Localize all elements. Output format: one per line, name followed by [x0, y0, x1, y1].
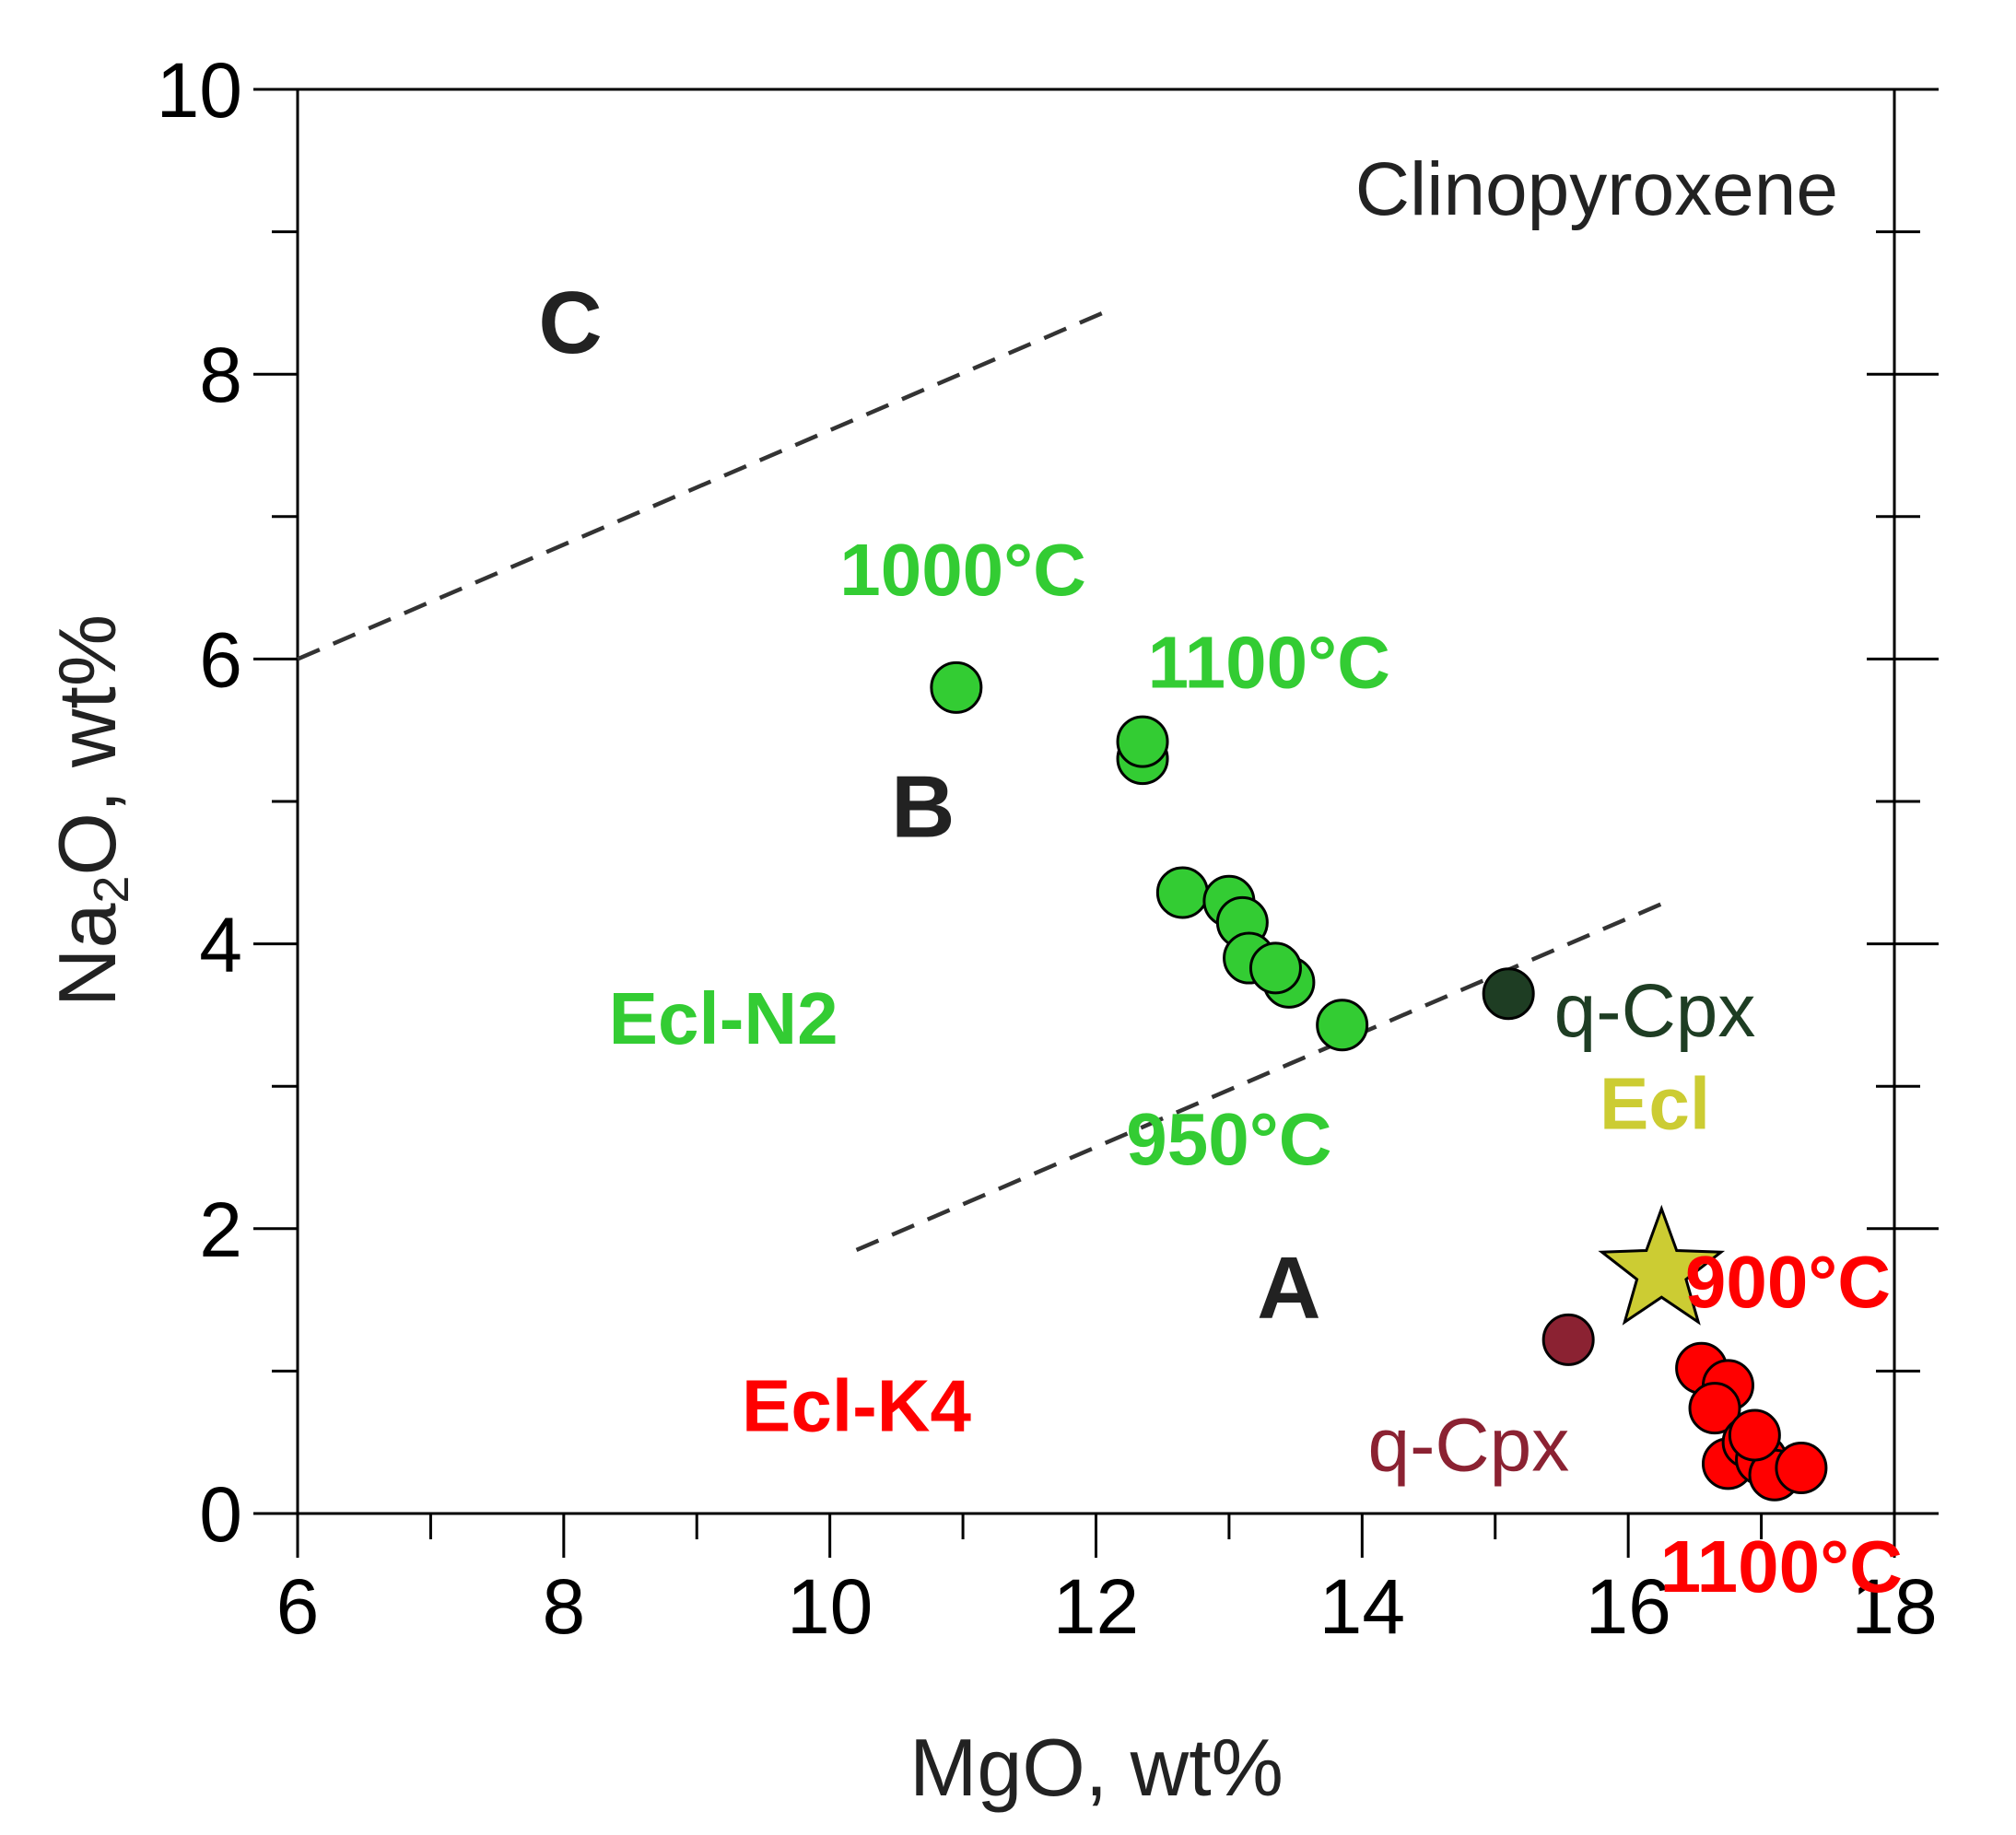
star-point [1598, 1204, 1726, 1326]
y-tick-label: 2 [199, 1186, 242, 1273]
scatter-point [1155, 866, 1209, 919]
x-tick-label: 12 [1053, 1563, 1139, 1650]
y-tick-label: 8 [199, 332, 242, 418]
annotation-label: 1100°C [1660, 1525, 1903, 1607]
x-axis-title: MgO, wt% [909, 1722, 1283, 1813]
scatter-point [1541, 1313, 1595, 1366]
x-tick-label: 6 [276, 1563, 320, 1650]
y-tick-label: 0 [199, 1471, 242, 1558]
y-tick-label: 10 [157, 47, 242, 134]
annotation-label: 1000°C [839, 529, 1086, 611]
region-label: C [538, 274, 602, 372]
annotation-label: Ecl-K4 [742, 1364, 971, 1446]
annotation-label: 1100°C [1148, 621, 1390, 703]
scatter-point [1248, 941, 1302, 995]
y-axis-title-main: Na [41, 904, 133, 1008]
annotation-label: q-Cpx [1554, 969, 1756, 1053]
chart-labels: C B A 1000°C 1100°C Ecl-N2 950°C q-Cpx Ecl 900°C E… [538, 274, 1903, 1607]
region-label: B [891, 758, 955, 857]
scatter-point [1775, 1442, 1828, 1495]
annotation-label: q-Cpx [1367, 1404, 1569, 1488]
boundary-line [855, 899, 1670, 1253]
annotation-label: 950°C [1126, 1098, 1331, 1180]
x-tick-label: 10 [787, 1563, 873, 1650]
region-label: A [1257, 1239, 1320, 1338]
x-tick-label: 16 [1585, 1563, 1670, 1650]
annotation-label: Ecl-N2 [609, 977, 838, 1059]
x-tick-label: 18 [1851, 1563, 1937, 1650]
region-boundaries [297, 308, 1670, 1253]
data-points [930, 660, 1828, 1502]
scatter-point [1728, 1408, 1781, 1462]
axis-ticks: 6 8 10 12 14 16 18 0 2 4 6 8 10 [157, 47, 1939, 1650]
scatter-point [1482, 967, 1535, 1021]
boundary-line [297, 308, 1110, 661]
chart-title: Clinopyroxene [1355, 147, 1838, 231]
x-tick-label: 14 [1319, 1563, 1405, 1650]
y-axis-title-sub: 2 [84, 876, 139, 904]
scatter-point [1116, 715, 1169, 768]
annotation-label: 900°C [1685, 1241, 1891, 1323]
y-tick-label: 4 [199, 902, 242, 988]
scatter-point [1316, 999, 1369, 1052]
y-axis-title: Na2O, wt% [41, 614, 139, 1007]
scatter-point [1688, 1382, 1741, 1435]
x-tick-label: 8 [542, 1563, 585, 1650]
y-axis-title-rest: O, wt% [41, 614, 133, 876]
annotation-label: Ecl [1600, 1063, 1710, 1145]
scatter-point [930, 660, 983, 714]
y-tick-label: 6 [199, 616, 242, 703]
